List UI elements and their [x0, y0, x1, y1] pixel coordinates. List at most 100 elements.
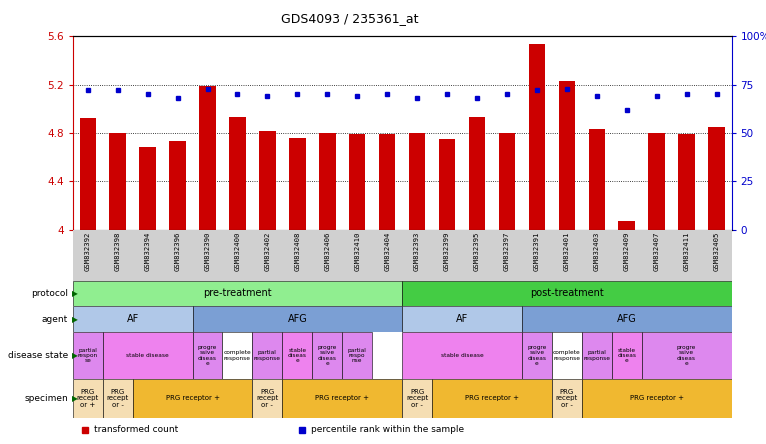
Bar [253, 379, 283, 418]
Bar [588, 129, 605, 230]
Bar [342, 332, 372, 379]
Bar [73, 306, 192, 332]
Text: partial
respo
nse: partial respo nse [348, 348, 367, 363]
Bar [402, 306, 522, 332]
Text: GSM832396: GSM832396 [175, 232, 181, 271]
Text: GSM832402: GSM832402 [264, 232, 270, 271]
Bar [73, 332, 103, 379]
Text: GSM832408: GSM832408 [294, 232, 300, 271]
Text: GSM832404: GSM832404 [385, 232, 390, 271]
Text: partial
respon
se: partial respon se [77, 348, 98, 363]
Text: GSM832390: GSM832390 [205, 232, 211, 271]
Text: GSM832409: GSM832409 [624, 232, 630, 271]
Text: PRG
recept
or -: PRG recept or - [106, 389, 129, 408]
Bar [709, 127, 725, 230]
Bar [73, 379, 103, 418]
Bar [139, 147, 155, 230]
Text: PRG receptor +: PRG receptor + [316, 395, 369, 401]
Bar [522, 306, 732, 332]
Bar [402, 332, 522, 379]
Text: transformed count: transformed count [94, 425, 178, 434]
Text: GSM832394: GSM832394 [145, 232, 151, 271]
Bar [229, 117, 246, 230]
Text: GSM832407: GSM832407 [653, 232, 660, 271]
Bar [199, 86, 216, 230]
Bar [313, 332, 342, 379]
Bar [349, 134, 365, 230]
Bar [283, 379, 402, 418]
Bar [169, 142, 186, 230]
Text: GSM832400: GSM832400 [234, 232, 241, 271]
Text: ▶: ▶ [72, 315, 78, 324]
Text: PRG
recept
or -: PRG recept or - [555, 389, 578, 408]
Bar [642, 332, 732, 379]
Text: PRG receptor +: PRG receptor + [630, 395, 684, 401]
Bar [612, 332, 642, 379]
Text: disease state: disease state [8, 351, 68, 360]
Bar [319, 133, 336, 230]
Text: specimen: specimen [25, 394, 68, 403]
Text: AF: AF [126, 314, 139, 324]
Text: AFG: AFG [617, 314, 637, 324]
Text: GSM832398: GSM832398 [115, 232, 121, 271]
Bar [259, 131, 276, 230]
Bar [649, 133, 665, 230]
Text: AFG: AFG [287, 314, 307, 324]
Text: GSM832406: GSM832406 [324, 232, 330, 271]
Text: GSM832391: GSM832391 [534, 232, 540, 271]
Text: progre
ssive
diseas
e: progre ssive diseas e [677, 345, 696, 366]
Text: PRG
recept
or -: PRG recept or - [406, 389, 428, 408]
Text: GSM832395: GSM832395 [474, 232, 480, 271]
Text: PRG receptor +: PRG receptor + [165, 395, 220, 401]
Text: stable disease: stable disease [126, 353, 169, 358]
Bar [439, 139, 455, 230]
Text: partial
response: partial response [254, 350, 281, 361]
Bar [469, 117, 485, 230]
Bar [103, 379, 133, 418]
Bar [73, 281, 402, 306]
Bar [618, 221, 635, 230]
Bar [558, 81, 575, 230]
Text: pre-treatment: pre-treatment [203, 289, 272, 298]
Text: ▶: ▶ [72, 394, 78, 403]
Bar [582, 379, 732, 418]
Text: AF: AF [456, 314, 468, 324]
Text: GSM832411: GSM832411 [683, 232, 689, 271]
Text: GSM832401: GSM832401 [564, 232, 570, 271]
Text: GSM832392: GSM832392 [85, 232, 90, 271]
Bar [402, 281, 732, 306]
Bar [283, 332, 313, 379]
Text: PRG receptor +: PRG receptor + [465, 395, 519, 401]
Bar [110, 133, 126, 230]
Text: complete
response: complete response [553, 350, 581, 361]
Text: ▶: ▶ [72, 351, 78, 360]
Bar [432, 379, 552, 418]
Bar [552, 332, 582, 379]
Text: ▶: ▶ [72, 289, 78, 298]
Text: stable disease: stable disease [440, 353, 483, 358]
Bar [253, 332, 283, 379]
Bar [582, 332, 612, 379]
Bar [289, 138, 306, 230]
Text: GSM832410: GSM832410 [354, 232, 360, 271]
Text: stable
diseas
e: stable diseas e [288, 348, 307, 363]
Text: GSM832405: GSM832405 [714, 232, 719, 271]
Text: partial
response: partial response [583, 350, 611, 361]
Bar [402, 379, 432, 418]
Bar [103, 332, 192, 379]
Bar [133, 379, 253, 418]
Bar [409, 133, 425, 230]
Text: stable
diseas
e: stable diseas e [617, 348, 637, 363]
Bar [522, 332, 552, 379]
Text: progre
ssive
diseas
e: progre ssive diseas e [318, 345, 337, 366]
Text: GDS4093 / 235361_at: GDS4093 / 235361_at [280, 12, 418, 25]
Bar [499, 133, 516, 230]
Bar [80, 119, 96, 230]
Text: PRG
recept
or -: PRG recept or - [257, 389, 279, 408]
Bar [529, 44, 545, 230]
Bar [679, 134, 695, 230]
Text: GSM832399: GSM832399 [444, 232, 450, 271]
Text: protocol: protocol [31, 289, 68, 298]
Text: GSM832397: GSM832397 [504, 232, 510, 271]
Text: progre
ssive
diseas
e: progre ssive diseas e [198, 345, 218, 366]
